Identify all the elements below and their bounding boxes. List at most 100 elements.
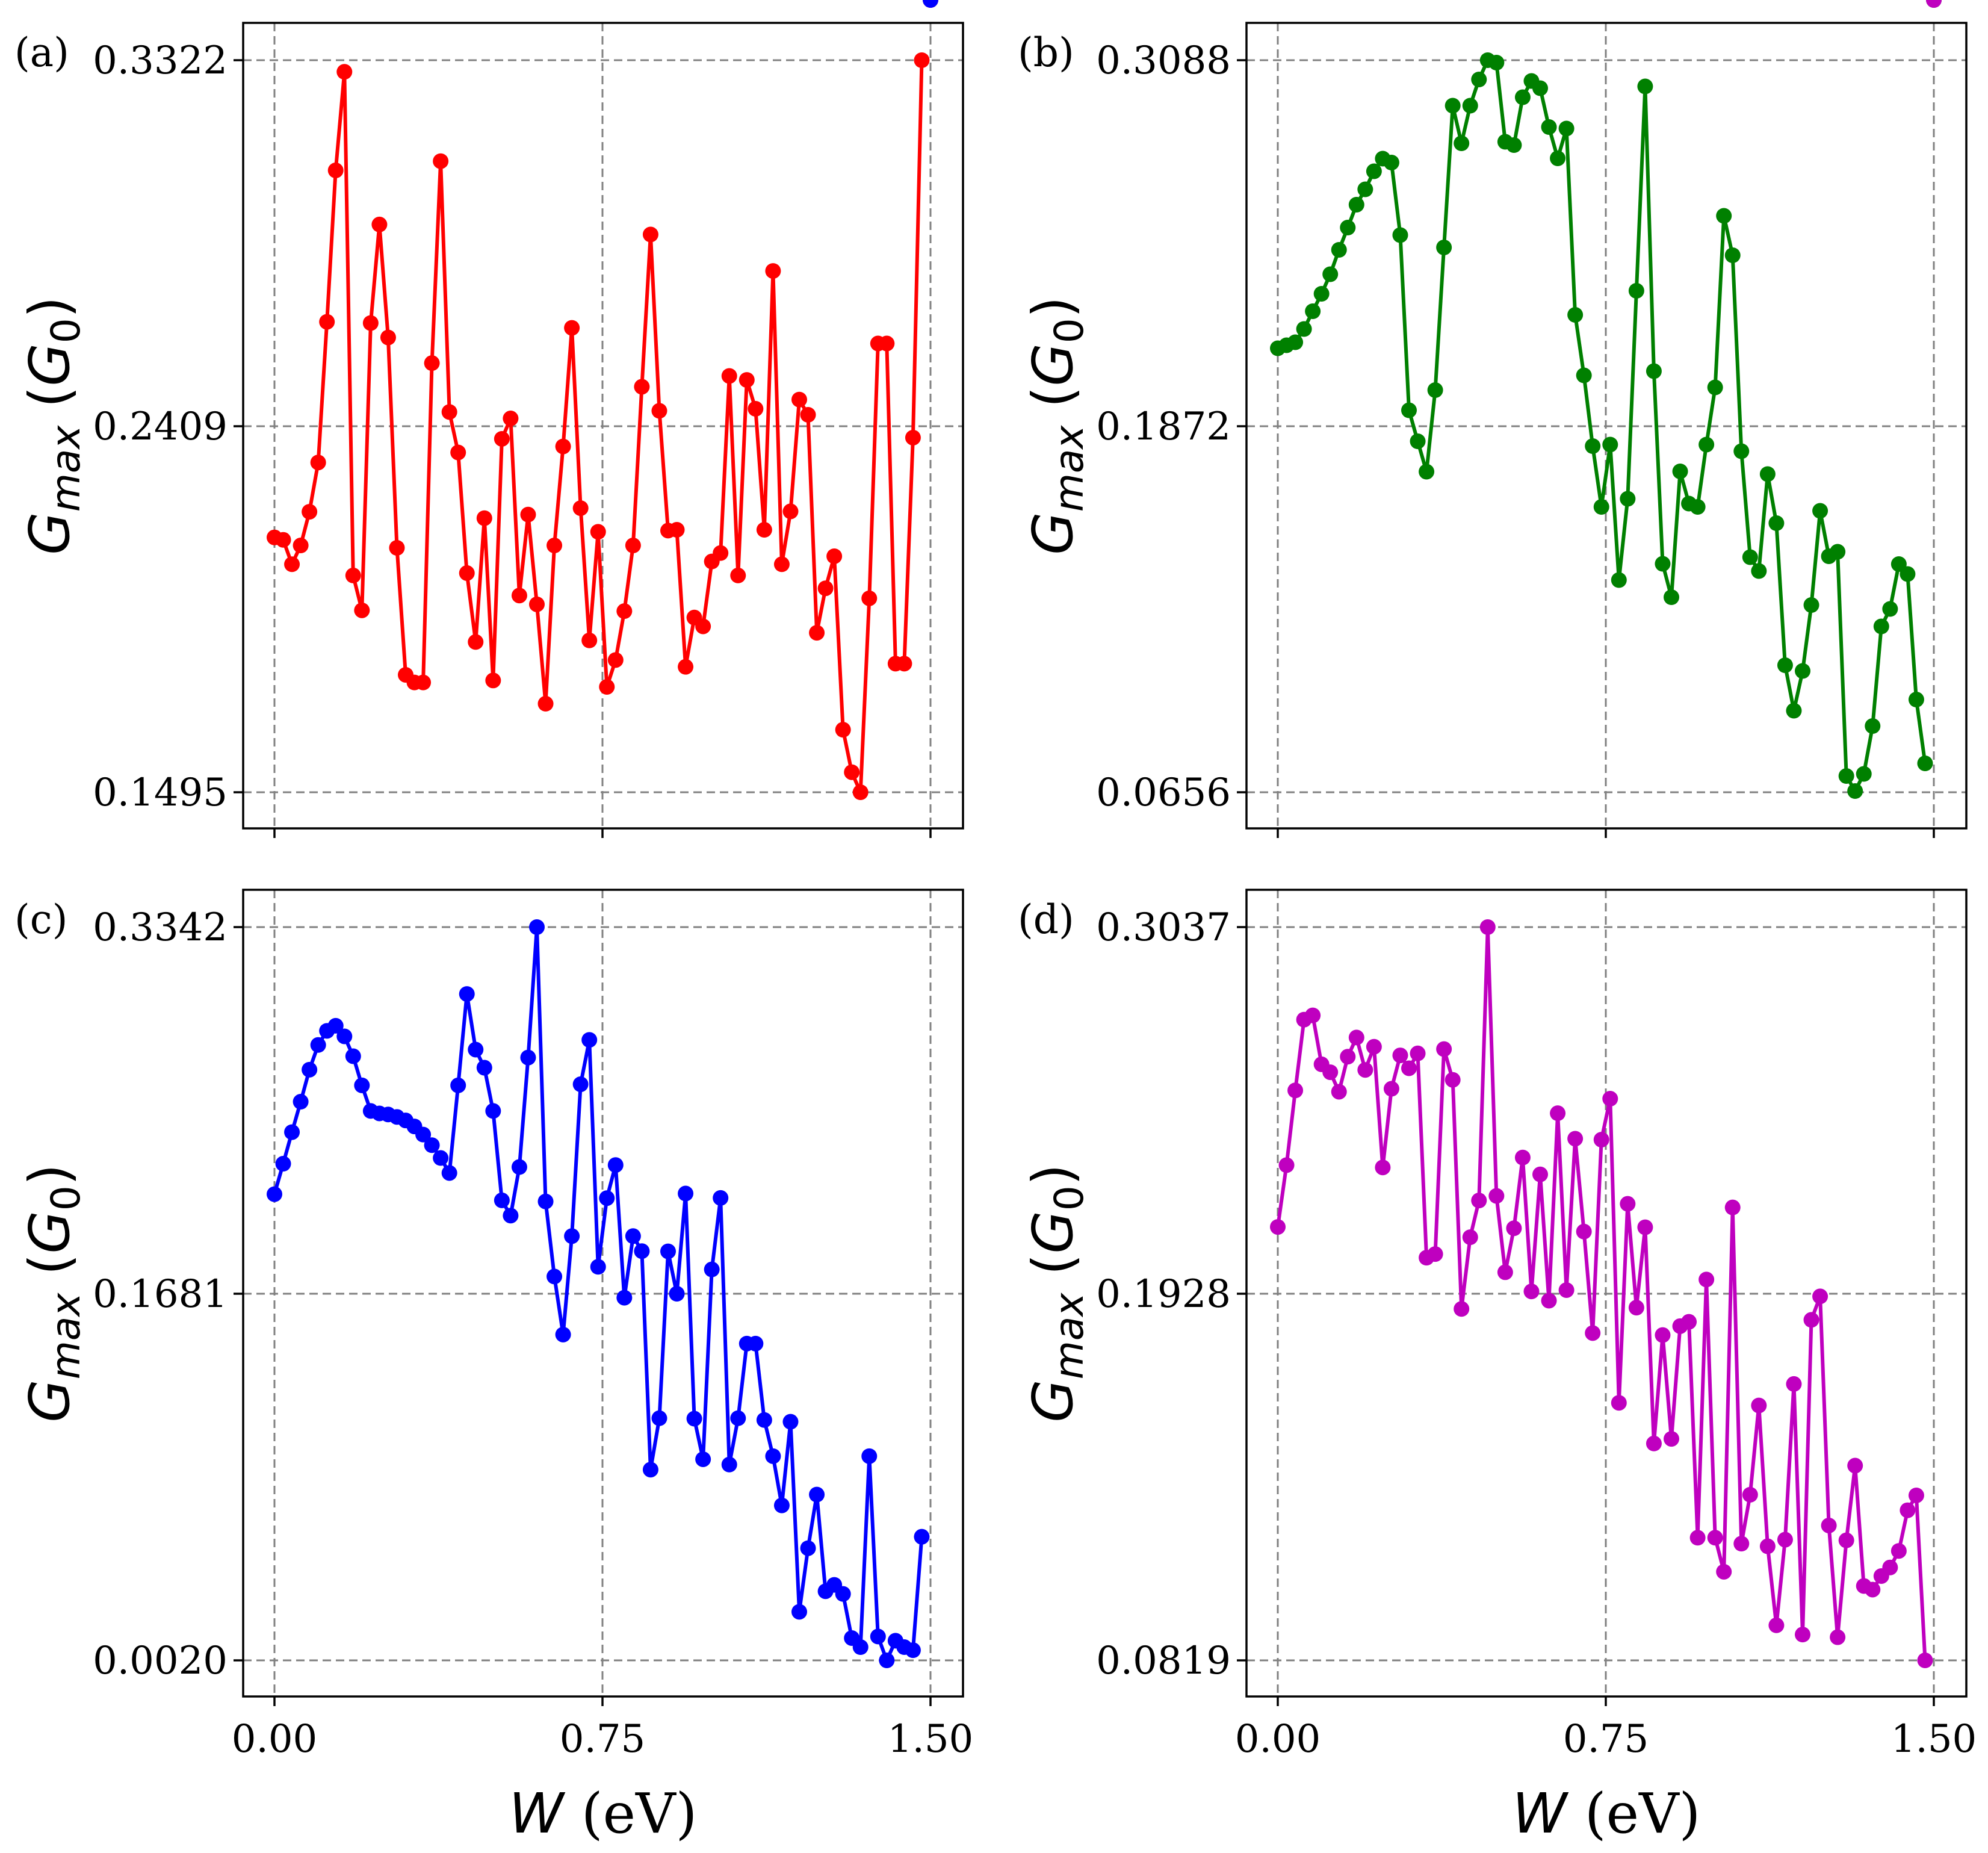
data-point [1742,549,1758,565]
data-point [1585,1325,1601,1341]
y-axis-label: Gmax (G0) [17,1164,89,1422]
series-line [1276,925,1927,1661]
data-point [1777,657,1793,673]
data-point [634,1243,650,1259]
data-point [1419,464,1435,480]
data-point [1287,334,1304,350]
data-point [1900,566,1916,582]
data-point [1620,491,1636,507]
data-point [817,580,834,597]
data-point [861,590,878,606]
data-point [1646,1435,1662,1451]
data-point [354,1077,370,1093]
data-point [765,263,781,279]
x-tick-label: 0.00 [232,1717,318,1761]
data-point [564,320,580,336]
data-point [284,1124,300,1140]
data-point [1436,240,1452,255]
data-point [607,1157,624,1173]
data-point [590,1259,606,1275]
data-point [433,153,449,169]
data-point [1865,718,1881,734]
y-tick-label: 0.3342 [93,905,228,950]
data-point [773,556,790,573]
data-point [782,1414,799,1430]
data-point [529,919,545,935]
x-tick-label: 0.75 [560,1717,646,1761]
data-point [1462,1229,1478,1246]
data-point [336,64,353,80]
data-point [607,652,624,668]
data-point [520,1049,536,1066]
data-point [310,1037,326,1053]
data-point [1716,1563,1732,1580]
data-point [1795,1627,1810,1643]
data-point [494,1192,510,1208]
data-point [1322,266,1339,282]
data-point [1812,503,1829,519]
data-point [1865,1581,1881,1598]
data-point [1567,1131,1584,1147]
data-point [424,355,440,371]
data-point [1628,1300,1644,1316]
y-tick-label: 0.0656 [1096,771,1231,815]
data-point [1436,1041,1452,1057]
data-point [1759,466,1776,482]
data-point [503,411,519,427]
data-point [1506,137,1522,153]
series-line [274,60,924,794]
y-tick-label: 0.0819 [1096,1639,1231,1683]
data-point [1305,303,1321,319]
data-point [651,1410,667,1426]
data-point [1340,220,1356,235]
data-point [275,1156,291,1172]
data-point [879,1653,895,1668]
y-tick-label: 0.3322 [93,39,228,83]
data-point [1908,1487,1924,1503]
data-point [695,618,711,635]
data-point [275,532,291,548]
data-point [721,1456,737,1473]
y-axis-label: Gmax (G0) [17,296,89,554]
data-point [1655,556,1671,572]
data-point [1926,0,1942,8]
data-point [1724,247,1741,263]
data-point [1742,1486,1758,1503]
data-point [1751,1397,1767,1414]
data-point [319,314,335,330]
data-point [267,1186,282,1202]
data-point [1795,663,1810,679]
data-point [756,1412,772,1428]
data-point [1830,544,1846,560]
data-point [293,1094,309,1110]
data-point [861,1448,878,1464]
data-point [468,634,484,650]
data-point [1488,1188,1505,1204]
data-point [870,1628,886,1645]
data-point [852,784,869,800]
data-point [1812,1288,1829,1305]
data-point [1707,379,1723,396]
data-point [1856,766,1872,782]
data-point [1514,1149,1531,1165]
data-point [1873,618,1889,635]
data-point [520,506,536,523]
data-point [1655,1327,1671,1343]
data-point [1664,589,1679,605]
data-point [354,602,370,618]
data-point [537,695,554,712]
data-point [1348,1029,1364,1046]
data-point [1900,1502,1916,1518]
data-point [433,1150,449,1166]
x-tick-label: 1.50 [888,1717,974,1761]
data-point [1541,1293,1557,1309]
data-point [1803,597,1819,613]
data-point [914,52,930,68]
data-point [765,1448,781,1464]
data-point [1401,402,1417,418]
y-tick-label: 0.1681 [93,1272,228,1317]
data-point [905,1642,921,1659]
data-point [669,522,685,538]
y-tick-label: 0.3088 [1096,39,1231,83]
data-point [1313,286,1330,302]
